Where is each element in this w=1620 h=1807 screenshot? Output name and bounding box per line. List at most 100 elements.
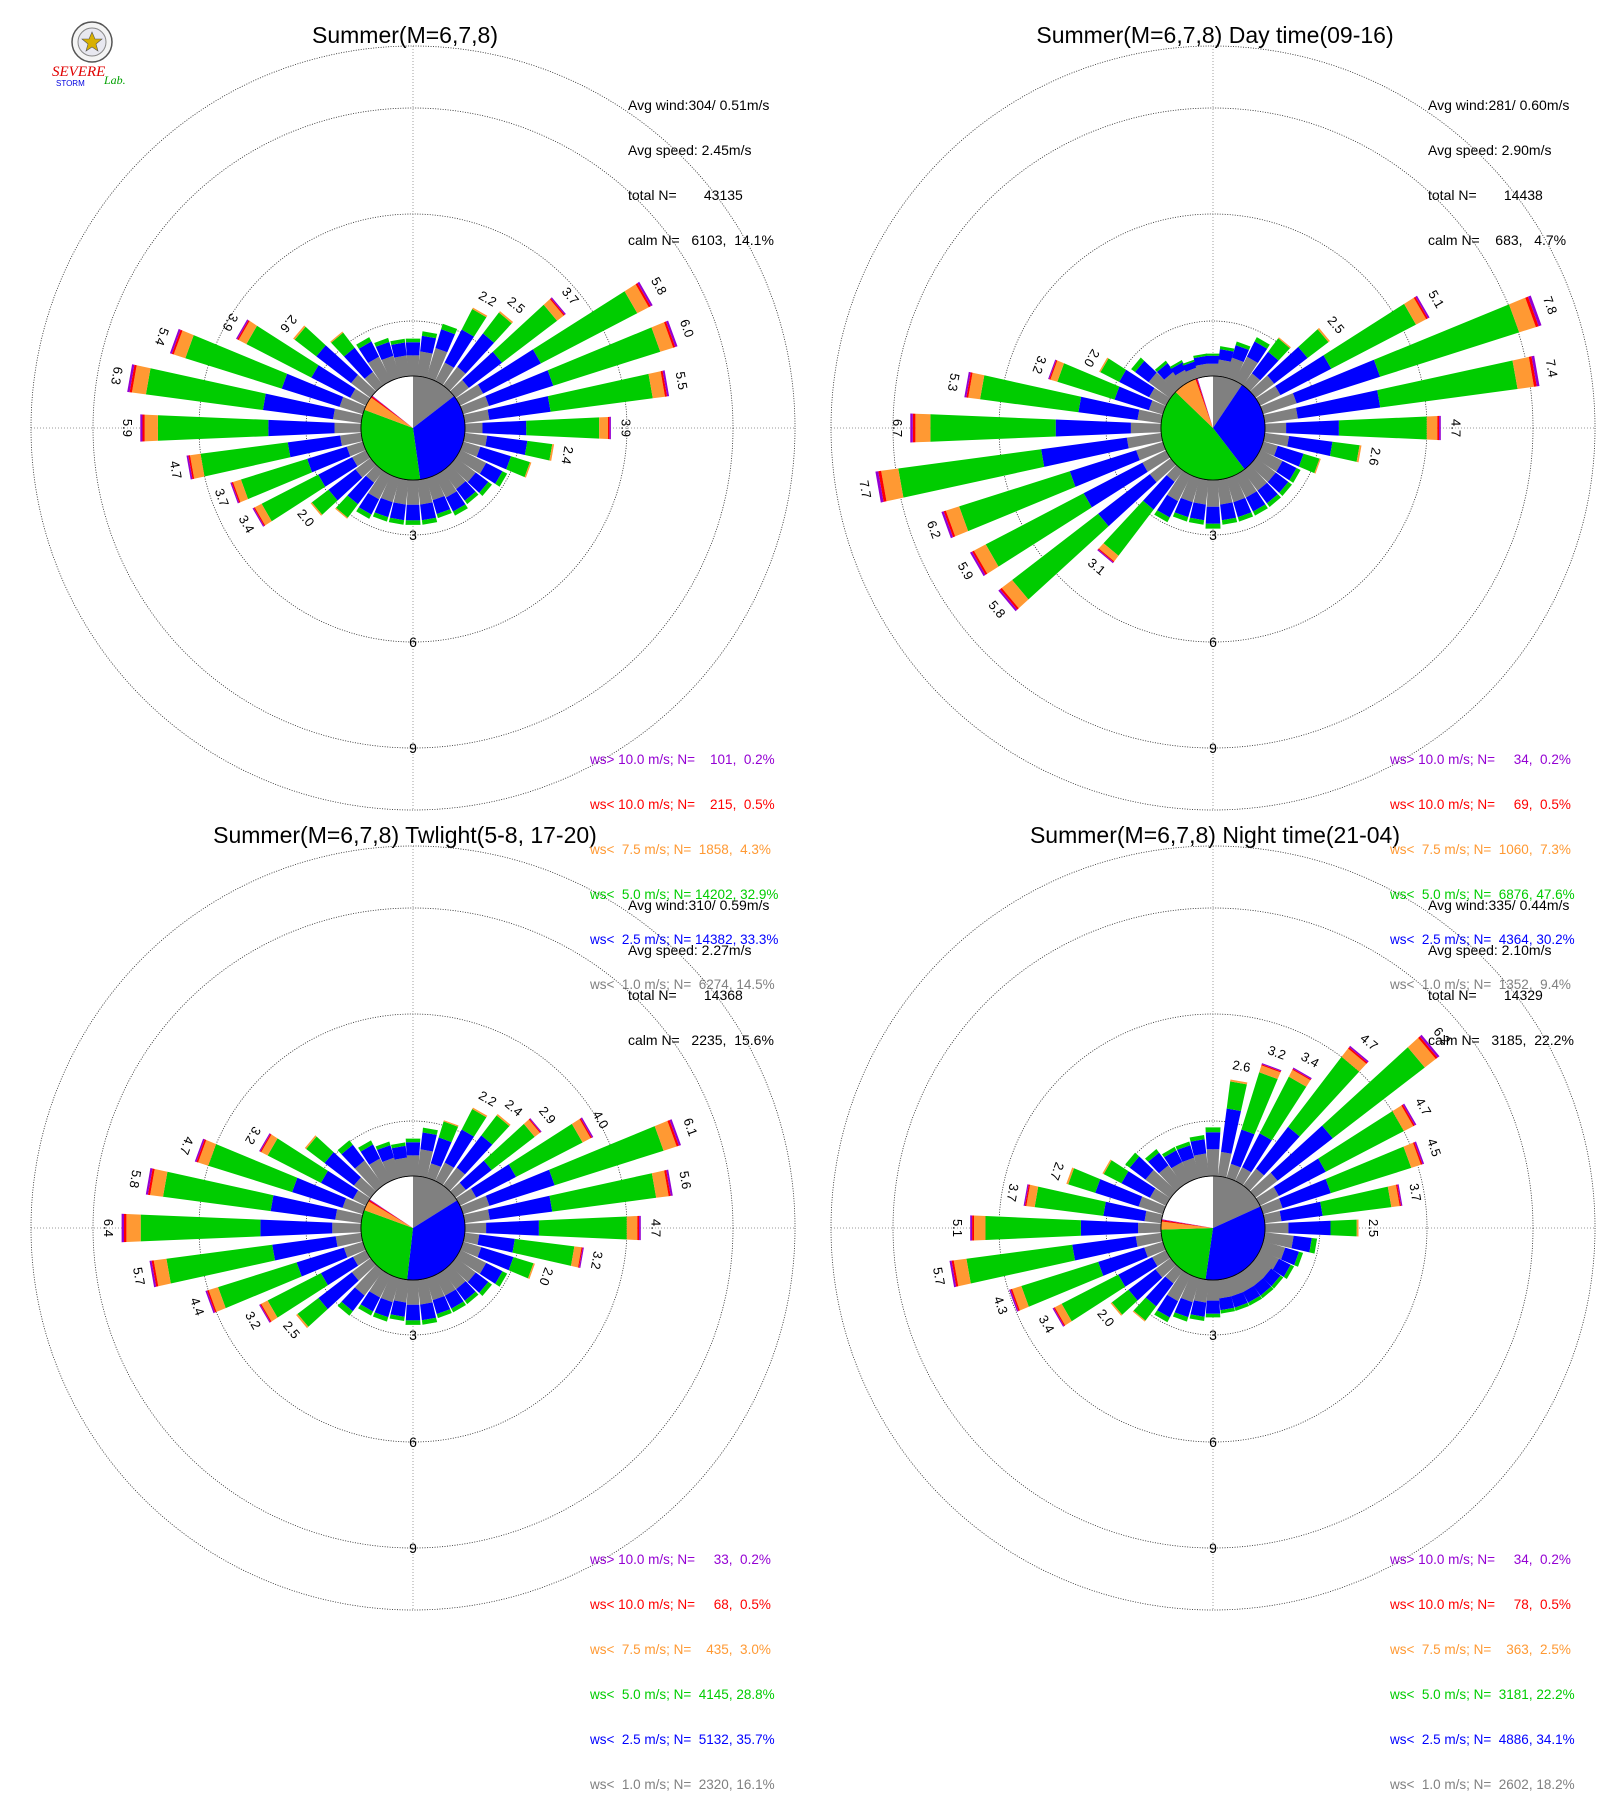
- sector-bar-170-ws_lt_5: [421, 1317, 438, 1325]
- sector-bar-30-ws_lt_7_5: [472, 1107, 488, 1118]
- sector-bar-40-ws_lt_5: [1268, 338, 1290, 361]
- sector-bar-80-ws_lt_2_5: [1279, 1201, 1323, 1222]
- sector-bar-290-ws_lt_7_5: [1050, 360, 1064, 382]
- sector-bar-210-ws_lt_5: [1154, 510, 1170, 523]
- sector-bar-280-ws_lt_1: [333, 408, 363, 424]
- sector-bar-110-ws_lt_7_5: [524, 462, 532, 478]
- sector-label: 6.0: [677, 317, 697, 339]
- sector-label: 3.2: [588, 1250, 606, 1270]
- sector-bar-70-ws_lt_10: [1525, 296, 1539, 328]
- sector-bar-40-ws_lt_5: [1288, 1056, 1360, 1137]
- sector-bar-320-ws_lt_5: [337, 1140, 353, 1155]
- sector-bar-300-ws_lt_5: [1100, 358, 1127, 382]
- sector-bar-310-ws_lt_2_5: [316, 345, 358, 384]
- sector-bar-290-ws_lt_5: [208, 1144, 298, 1193]
- legend-entry-ws-gt-10: ws> 10.0 m/s; N= 34, 0.2%: [1390, 1552, 1571, 1567]
- sector-bar-230-ws_lt_2_5: [328, 469, 363, 501]
- sector-bar-110-ws_lt_2_5: [1281, 1247, 1300, 1266]
- sector-bar-30-ws_lt_2_5: [444, 329, 474, 368]
- sector-bar-220-ws_lt_7_5: [1132, 1310, 1146, 1322]
- sector-bar-320-ws_lt_5: [331, 332, 355, 357]
- sector-bar-240-ws_lt_2_5: [1083, 462, 1148, 508]
- sector-bar-110-ws_lt_1: [1260, 441, 1278, 456]
- legend-entry-ws-lt-1: ws< 1.0 m/s; N= 2320, 16.1%: [590, 1777, 775, 1792]
- legend-entry-ws-lt-7-5: ws< 7.5 m/s; N= 1858, 4.3%: [590, 842, 771, 857]
- sector-bar-190-ws_lt_2_5: [389, 502, 406, 521]
- sector-bar-60-ws_lt_10: [1401, 1104, 1415, 1127]
- sector-bar-10-ws_lt_2_5: [420, 1132, 437, 1152]
- sector-bar-140-ws_lt_5: [464, 491, 479, 505]
- stats-block-night-time: Avg wind:335/ 0.44m/s Avg speed: 2.10m/s…: [1428, 868, 1574, 1063]
- sector-bar-130-ws_lt_1: [449, 1257, 476, 1283]
- legend-entry-ws-lt-2-5: ws< 2.5 m/s; N= 4364, 30.2%: [1390, 932, 1575, 947]
- sector-bar-330-ws_lt_5: [358, 1140, 373, 1152]
- grid-ring: [30, 845, 796, 1611]
- sector-bar-280-ws_lt_10: [966, 372, 973, 398]
- sector-bar-0-ws_lt_2_5: [405, 342, 421, 356]
- sector-bar-40-ws_lt_1: [1243, 1168, 1264, 1191]
- sector-bar-40-ws_lt_5: [481, 1115, 510, 1145]
- sector-bar-110-ws_lt_1: [1260, 1241, 1286, 1260]
- sector-bar-30-ws_lt_7_5: [472, 307, 488, 318]
- sector-bar-130-ws_lt_2_5: [467, 1272, 489, 1293]
- sector-bar-300-ws_gt_10: [236, 319, 249, 340]
- sector-bar-150-ws_lt_1: [1234, 1270, 1254, 1293]
- sector-bar-180-ws_lt_2_5: [1205, 1300, 1221, 1314]
- sector-bar-50-ws_lt_2_5: [1267, 346, 1308, 384]
- calm-pie-slice-ws_lt_5: [361, 409, 421, 480]
- sector-bar-60-ws_lt_10: [579, 1118, 592, 1139]
- sector-bar-230-ws_lt_7_5: [1001, 580, 1029, 609]
- sector-bar-130-ws_lt_2_5: [1263, 1268, 1281, 1287]
- sector-bar-350-ws_lt_1: [1193, 1153, 1209, 1178]
- sector-bar-160-ws_lt_2_5: [1233, 497, 1252, 518]
- sector-bar-260-ws_lt_2_5: [1041, 437, 1129, 467]
- sector-bar-100-ws_lt_5: [524, 440, 553, 461]
- sector-bar-330-ws_lt_2_5: [1164, 1150, 1183, 1169]
- ring-label: 6: [409, 634, 417, 650]
- sector-bar-80-ws_lt_2_5: [1296, 390, 1381, 419]
- sector-bar-280-ws_lt_2_5: [262, 393, 335, 420]
- sector-bar-280-ws_lt_10: [129, 364, 137, 393]
- sector-label: 2.2: [476, 1088, 499, 1110]
- sector-bar-310-ws_lt_2_5: [324, 1152, 361, 1186]
- sector-bar-20-ws_lt_5: [438, 1121, 459, 1143]
- sector-bar-50-ws_lt_10: [1418, 1036, 1438, 1059]
- sector-bar-20-ws_lt_2_5: [435, 329, 455, 353]
- sector-bar-70-ws_lt_2_5: [485, 1169, 555, 1206]
- sector-bar-100-ws_lt_2_5: [477, 1234, 515, 1253]
- sector-bar-260-ws_lt_5: [966, 1244, 1075, 1284]
- sector-bar-80-ws_lt_1: [1263, 1210, 1282, 1224]
- sector-bar-220-ws_lt_5: [336, 495, 358, 518]
- sector-bar-160-ws_lt_5: [436, 509, 452, 519]
- sector-bar-70-ws_gt_10: [669, 1119, 681, 1146]
- sector-bar-30-ws_lt_1: [435, 362, 454, 386]
- sector-bar-60-ws_lt_7_5: [1404, 297, 1427, 325]
- sector-bar-150-ws_lt_2_5: [444, 1289, 464, 1309]
- sector-bar-50-ws_lt_5: [1322, 1047, 1425, 1139]
- sector-bar-60-ws_lt_1: [1255, 1186, 1279, 1206]
- sector-label: 6.2: [924, 518, 944, 540]
- sector-label: 5.5: [673, 370, 691, 390]
- sector-bar-260-ws_lt_5: [200, 442, 291, 477]
- sector-bar-280-ws_lt_7_5: [150, 1169, 168, 1197]
- sector-bar-340-ws_lt_5: [1175, 1141, 1191, 1150]
- sector-bar-240-ws_lt_1: [1152, 1250, 1171, 1267]
- legend-entry-ws-lt-1: ws< 1.0 m/s; N= 2602, 18.2%: [1390, 1777, 1575, 1792]
- sector-bar-310-ws_lt_5: [1125, 1152, 1140, 1168]
- sector-bar-220-ws_lt_1: [365, 464, 384, 483]
- sector-bar-60-ws_gt_10: [637, 281, 653, 307]
- sector-bar-50-ws_lt_2_5: [1270, 1125, 1333, 1181]
- stats-avg-wind: Avg wind:304/ 0.51m/s: [628, 97, 770, 113]
- legend-entry-ws-lt-10: ws< 10.0 m/s; N= 69, 0.5%: [1390, 797, 1571, 812]
- sector-bar-290-ws_lt_1: [339, 396, 366, 415]
- sector-bar-120-ws_lt_5: [1283, 1264, 1295, 1279]
- calm-pie-slice-ws_lt_2_5: [407, 1200, 466, 1281]
- sector-bar-160-ws_lt_5: [1237, 512, 1254, 522]
- calm-pie-slice-ws_gt_10: [1196, 378, 1213, 428]
- sector-bar-70-ws_lt_10: [667, 1120, 679, 1147]
- sector-bar-310-ws_lt_1: [1145, 1169, 1177, 1199]
- grid-ring: [92, 907, 734, 1549]
- sector-bar-300-ws_lt_7_5: [238, 320, 257, 345]
- sector-label: 5.8: [985, 597, 1008, 620]
